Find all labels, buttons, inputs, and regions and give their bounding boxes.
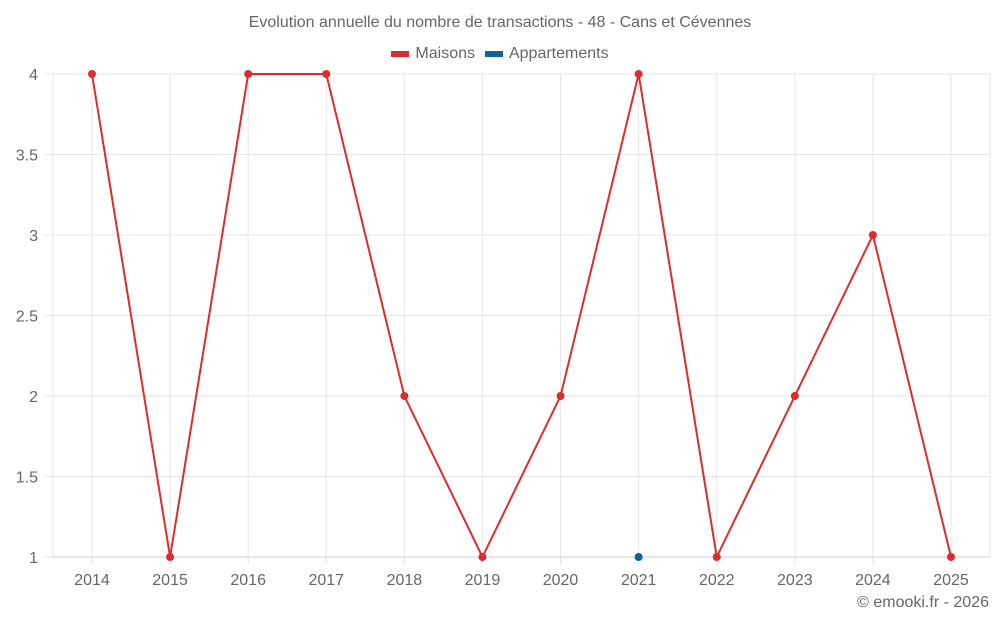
- data-point[interactable]: [634, 70, 643, 78]
- y-tick-label: 2.5: [16, 309, 38, 326]
- x-tick-label: 2017: [308, 572, 344, 589]
- data-point[interactable]: [556, 392, 565, 400]
- chart-legend: Maisons Appartements: [0, 45, 1000, 63]
- data-point[interactable]: [947, 553, 955, 561]
- legend-swatch-maisons: [391, 51, 410, 57]
- legend-item-appartements[interactable]: Appartements: [484, 45, 609, 63]
- y-tick-label: 1: [29, 550, 38, 567]
- y-axis-ticks: 1 1.5 2 2.5 3 3.5 4: [16, 67, 38, 567]
- data-point[interactable]: [166, 553, 175, 561]
- x-tick-label: 2021: [621, 572, 657, 589]
- credit-text: © emooki.fr - 2026: [857, 594, 989, 611]
- legend-label-maisons: Maisons: [415, 45, 475, 62]
- x-tick-label: 2020: [543, 572, 579, 589]
- x-tick-label: 2014: [74, 572, 110, 589]
- y-tick-label: 1.5: [16, 470, 38, 487]
- data-point[interactable]: [712, 553, 721, 561]
- data-point[interactable]: [244, 70, 253, 78]
- series-maisons: [88, 70, 955, 561]
- x-tick-label: 2015: [152, 572, 188, 589]
- series-appartements: [634, 553, 643, 561]
- x-tick-label: 2022: [699, 572, 735, 589]
- x-axis-ticks: 2014 2015 2016 2017 2018 2019 2020 2021 2022 2023…: [74, 572, 969, 589]
- data-point[interactable]: [868, 231, 877, 239]
- data-point[interactable]: [478, 553, 487, 561]
- x-tick-label: 2023: [777, 572, 813, 589]
- data-series: [88, 70, 955, 561]
- x-tick-label: 2025: [933, 572, 969, 589]
- y-tick-label: 3: [29, 228, 38, 245]
- y-tick-label: 3.5: [16, 148, 38, 165]
- legend-swatch-appartements: [484, 51, 503, 57]
- y-tick-label: 2: [29, 389, 38, 406]
- data-point[interactable]: [322, 70, 331, 78]
- grid-lines: [45, 73, 991, 565]
- y-tick-label: 4: [29, 67, 38, 84]
- x-tick-label: 2018: [387, 572, 423, 589]
- legend-item-maisons[interactable]: Maisons: [391, 45, 475, 63]
- legend-label-appartements: Appartements: [508, 45, 609, 62]
- data-point[interactable]: [88, 70, 96, 78]
- x-tick-label: 2016: [230, 572, 266, 589]
- data-point[interactable]: [790, 392, 799, 400]
- chart-title: Evolution annuelle du nombre de transact…: [248, 14, 752, 31]
- data-point[interactable]: [634, 553, 643, 561]
- x-tick-label: 2019: [465, 572, 501, 589]
- data-point[interactable]: [400, 392, 409, 400]
- x-tick-label: 2024: [855, 572, 891, 589]
